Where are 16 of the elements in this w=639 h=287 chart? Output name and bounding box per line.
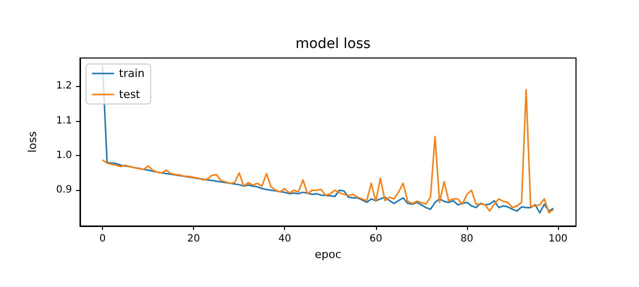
x-tick-label: 80 [460, 234, 474, 244]
chart-title: model loss [295, 36, 371, 52]
y-axis-title: loss [26, 131, 39, 153]
legend-label: test [119, 88, 141, 101]
y-tick-label: 1.1 [56, 115, 72, 126]
line-series [102, 88, 554, 214]
x-tick-label: 20 [187, 234, 200, 244]
x-tick-label: 60 [369, 234, 382, 244]
x-tick-label: 0 [99, 234, 106, 244]
y-tick-label: 0.9 [56, 184, 72, 196]
legend-label: train [119, 67, 145, 80]
y-tick-label: 1.2 [56, 80, 72, 92]
x-axis-title: epoc [314, 248, 342, 261]
y-tick-label: 1.0 [56, 150, 72, 162]
x-tick-label: 40 [278, 234, 292, 244]
x-tick-label: 100 [548, 234, 568, 244]
